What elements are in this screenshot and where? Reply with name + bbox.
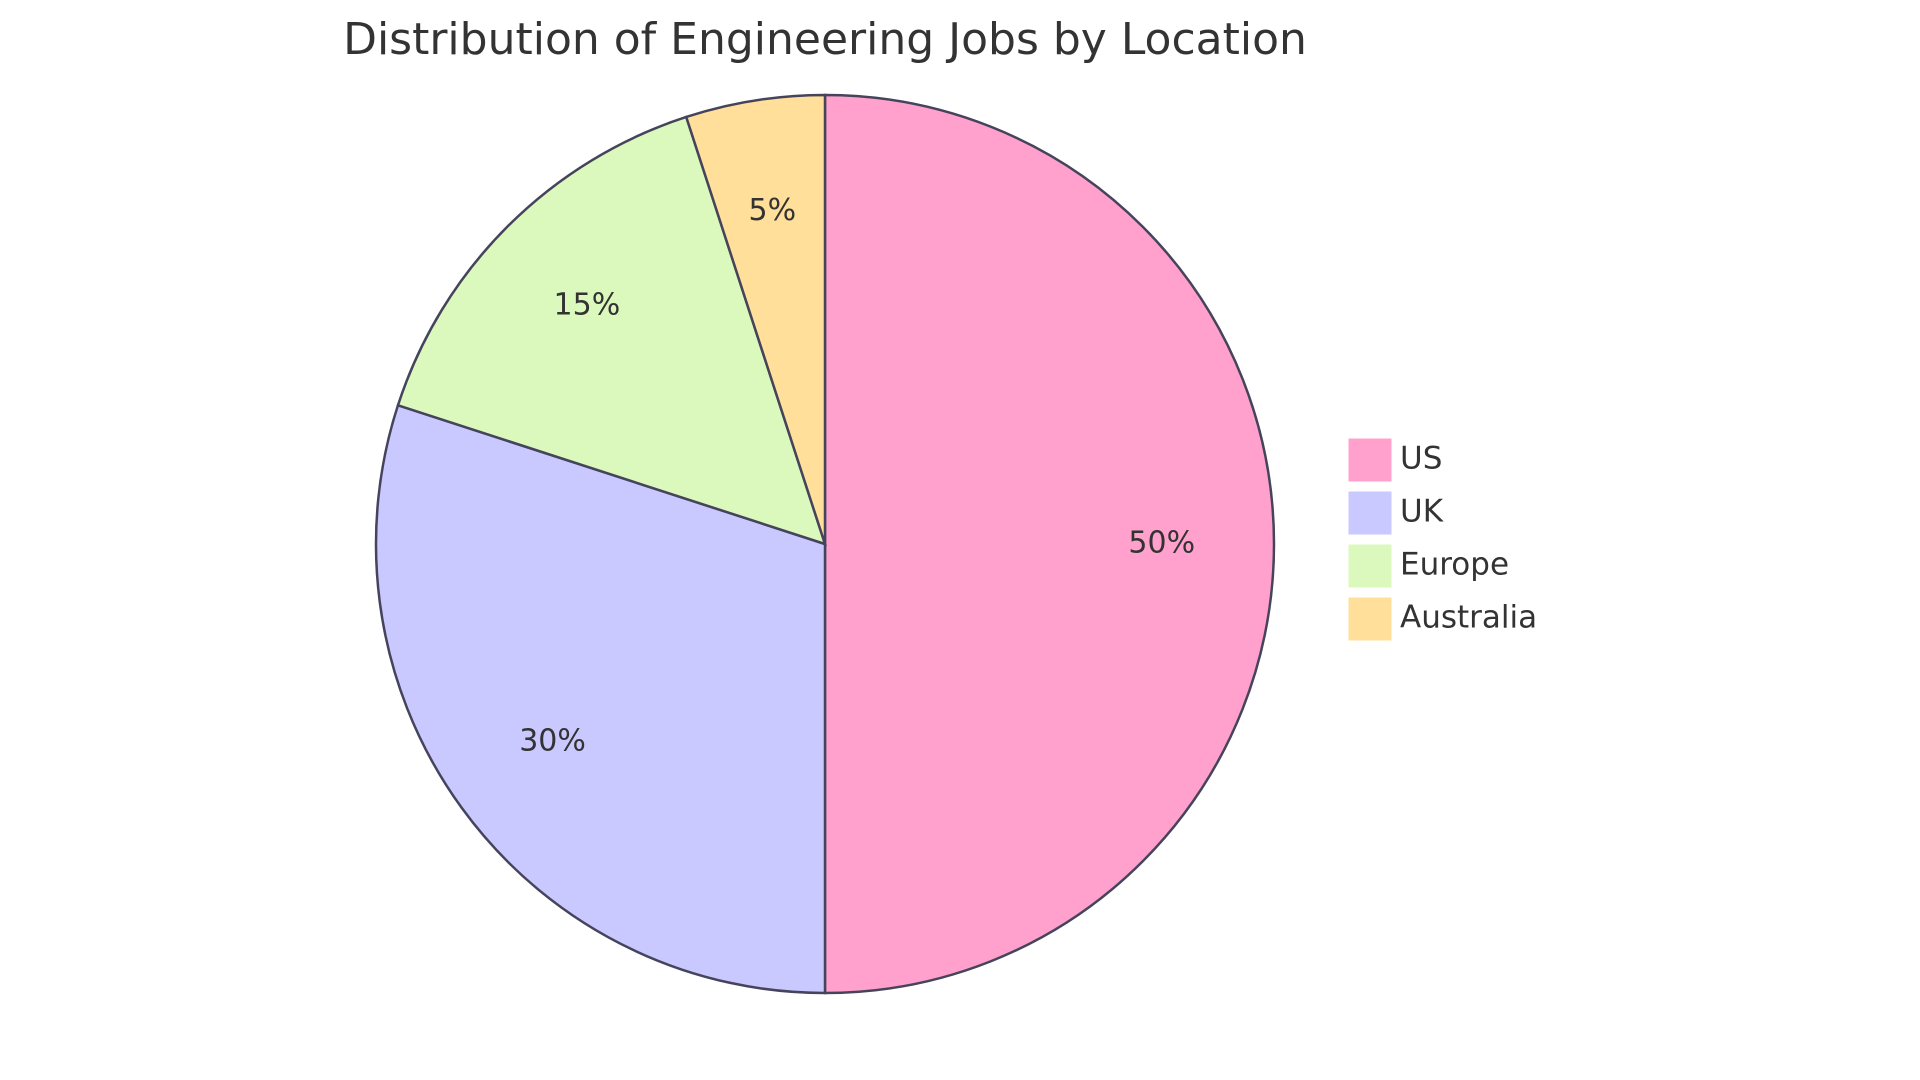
value-label: 15% — [554, 287, 621, 322]
pie-slice — [374, 403, 827, 995]
pie — [374, 93, 1276, 995]
value-label: 5% — [749, 193, 797, 228]
legend: US UK Europe Australia — [1347, 437, 1537, 642]
legend-swatch — [1347, 490, 1393, 536]
legend-label: Australia — [1400, 600, 1537, 636]
value-label: 50% — [1128, 526, 1195, 561]
chart-title: Distribution of Engineering Jobs by Loca… — [343, 14, 1307, 65]
value-labels: 50% 30% 15% 5% — [519, 193, 1195, 759]
legend-swatch — [1347, 543, 1393, 589]
legend-swatch — [1347, 437, 1393, 483]
legend-swatch — [1347, 596, 1393, 642]
legend-label: US — [1400, 441, 1442, 477]
pie-slice — [396, 115, 827, 546]
legend-label: Europe — [1400, 547, 1509, 583]
value-label: 30% — [519, 723, 586, 758]
pie-slice — [684, 93, 827, 545]
legend-label: UK — [1400, 494, 1444, 530]
pie-slice — [823, 93, 1276, 995]
